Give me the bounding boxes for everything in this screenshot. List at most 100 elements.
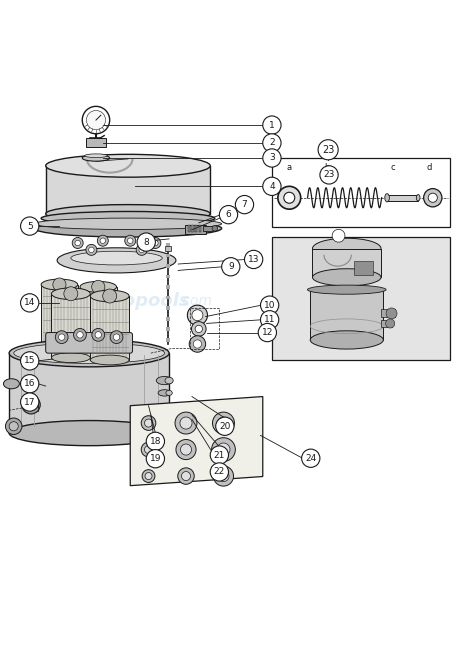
Circle shape (110, 331, 123, 344)
FancyBboxPatch shape (46, 333, 133, 353)
Circle shape (150, 237, 161, 249)
Circle shape (21, 375, 39, 393)
Bar (199, 225, 201, 232)
Ellipse shape (46, 205, 210, 223)
Ellipse shape (9, 339, 169, 367)
Circle shape (113, 334, 120, 340)
Bar (191, 225, 194, 232)
Bar (272, 158, 450, 226)
Circle shape (22, 396, 40, 414)
Circle shape (193, 340, 202, 348)
Circle shape (153, 240, 158, 246)
Ellipse shape (85, 154, 107, 157)
Text: 10: 10 (264, 300, 276, 310)
Circle shape (92, 329, 105, 341)
Bar (166, 254, 170, 257)
Circle shape (263, 134, 281, 152)
Ellipse shape (80, 281, 117, 293)
Text: 14: 14 (24, 298, 35, 308)
Text: 19: 19 (149, 454, 161, 463)
Circle shape (144, 419, 153, 427)
Ellipse shape (385, 194, 389, 202)
Ellipse shape (165, 377, 173, 384)
Text: .com: .com (178, 294, 212, 308)
Text: 18: 18 (149, 437, 161, 446)
Ellipse shape (34, 218, 222, 230)
Text: 6: 6 (226, 210, 231, 219)
Text: 2: 2 (269, 138, 275, 148)
Text: 23: 23 (324, 171, 335, 179)
Bar (166, 296, 170, 299)
Bar (166, 275, 170, 278)
Circle shape (21, 294, 39, 312)
Bar (41, 285, 78, 344)
Circle shape (21, 352, 39, 370)
Ellipse shape (4, 379, 20, 389)
Circle shape (82, 106, 110, 134)
Ellipse shape (41, 211, 215, 225)
FancyBboxPatch shape (86, 138, 106, 148)
Circle shape (212, 226, 218, 231)
Ellipse shape (90, 355, 129, 365)
Bar (381, 320, 393, 327)
Bar (381, 309, 395, 317)
Circle shape (213, 412, 234, 434)
Bar (387, 195, 418, 201)
Circle shape (77, 332, 83, 338)
Ellipse shape (71, 251, 162, 265)
Bar (166, 243, 170, 247)
Bar (166, 285, 170, 289)
Ellipse shape (166, 390, 172, 396)
Circle shape (137, 233, 155, 251)
Ellipse shape (313, 269, 381, 286)
Circle shape (176, 440, 196, 460)
Bar (166, 317, 170, 321)
Bar (313, 249, 381, 277)
Ellipse shape (9, 420, 169, 445)
Circle shape (141, 416, 156, 430)
Circle shape (175, 412, 197, 434)
Polygon shape (130, 396, 263, 485)
Ellipse shape (158, 390, 171, 396)
Circle shape (260, 311, 279, 329)
Circle shape (218, 417, 229, 429)
Bar (185, 225, 206, 234)
Ellipse shape (416, 195, 420, 201)
Circle shape (146, 449, 165, 468)
Circle shape (424, 189, 442, 207)
Circle shape (191, 321, 206, 337)
Circle shape (189, 336, 206, 352)
Circle shape (64, 287, 78, 300)
Ellipse shape (51, 288, 90, 300)
Circle shape (187, 305, 207, 325)
Text: 20: 20 (219, 422, 230, 431)
Circle shape (235, 195, 254, 214)
Circle shape (92, 280, 105, 293)
Circle shape (318, 140, 338, 160)
Bar (272, 237, 450, 360)
Text: 1: 1 (269, 121, 275, 130)
Circle shape (89, 247, 94, 253)
Ellipse shape (46, 154, 210, 177)
Circle shape (128, 238, 133, 243)
Bar (310, 290, 383, 340)
Circle shape (428, 193, 437, 202)
Circle shape (86, 245, 97, 255)
Circle shape (26, 400, 37, 410)
Circle shape (284, 192, 295, 203)
Circle shape (263, 177, 281, 195)
Circle shape (195, 325, 202, 333)
Circle shape (260, 296, 279, 314)
Circle shape (21, 393, 39, 411)
Ellipse shape (34, 220, 222, 237)
Text: 17: 17 (24, 398, 36, 407)
Text: 11: 11 (264, 316, 276, 324)
Circle shape (258, 323, 276, 342)
Text: inyopools: inyopools (93, 291, 191, 310)
Circle shape (146, 432, 165, 451)
Text: b: b (324, 163, 329, 172)
Bar (166, 306, 170, 310)
Circle shape (302, 449, 320, 467)
Ellipse shape (90, 290, 129, 302)
Circle shape (244, 251, 263, 268)
